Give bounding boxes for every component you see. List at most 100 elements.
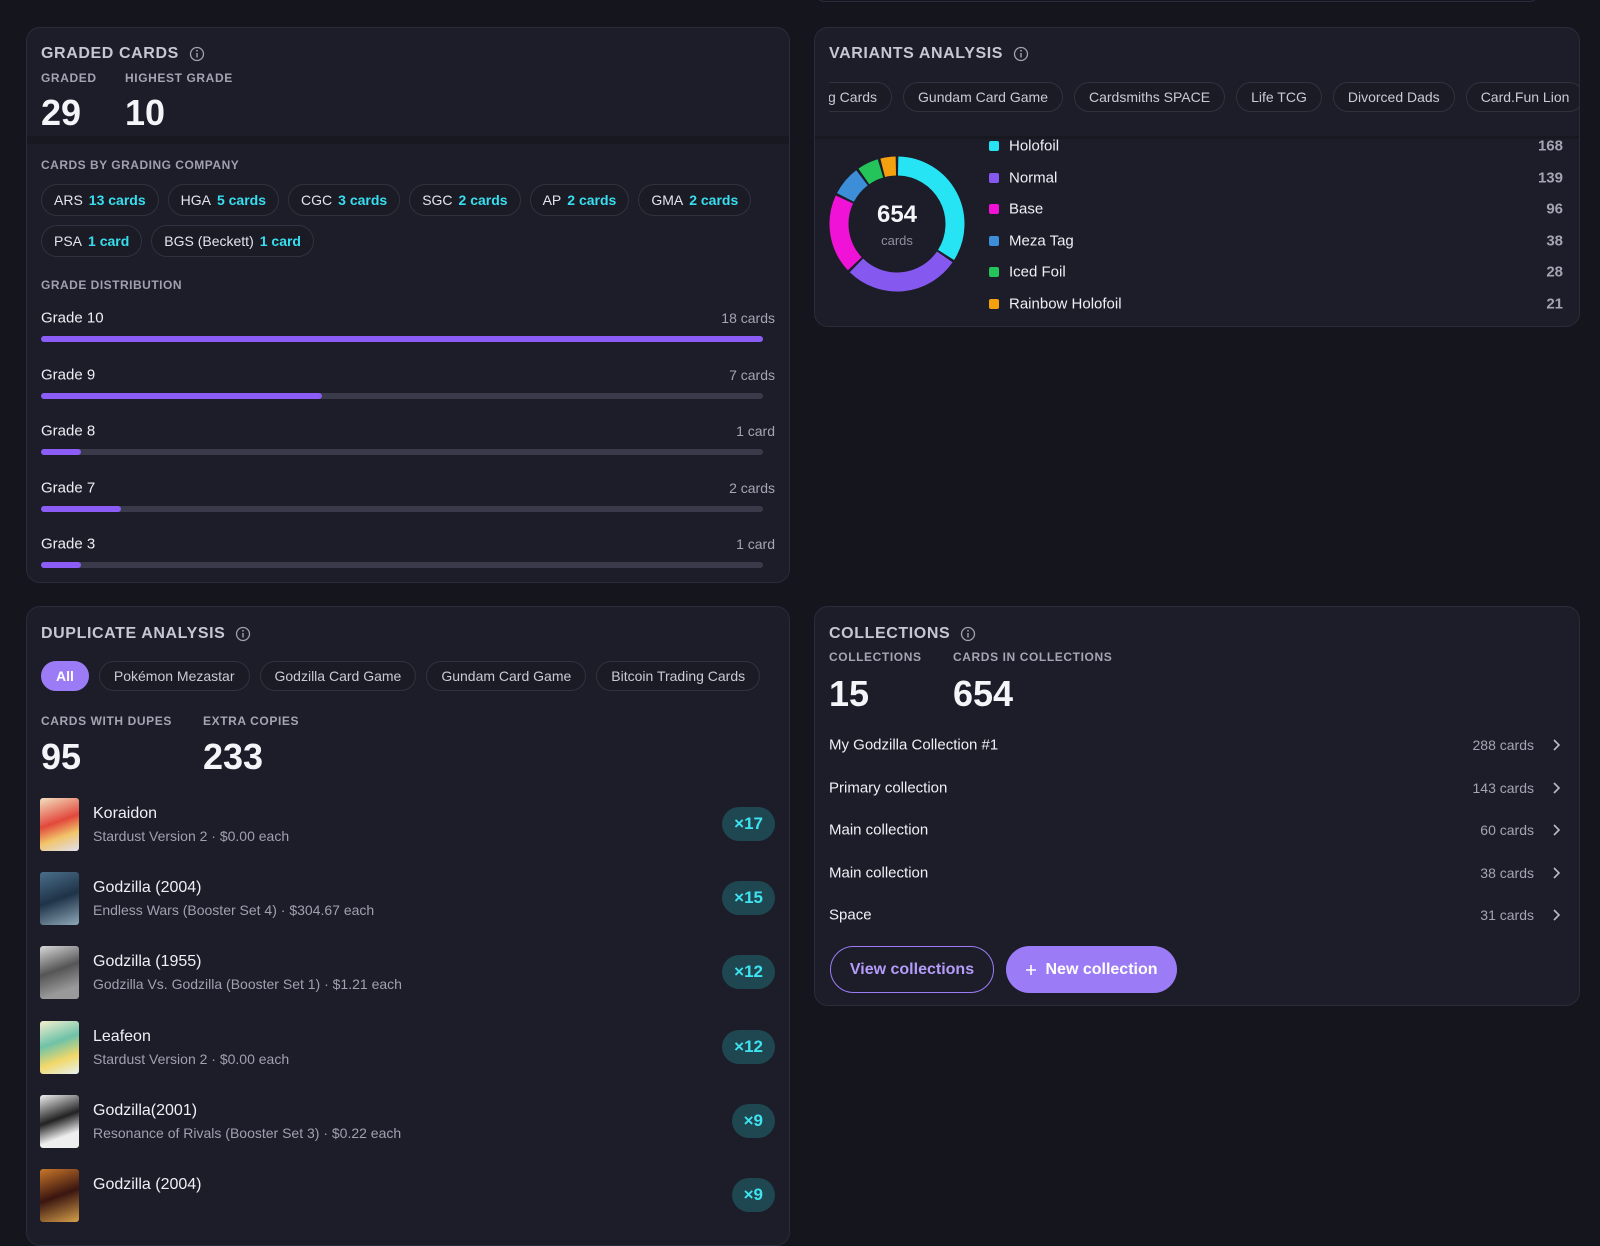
plus-icon xyxy=(1026,964,1037,975)
dashboard: { "graded_cards": { "title": "GRADED CAR… xyxy=(26,0,1580,1246)
chevron-path xyxy=(1553,866,1561,879)
company-name: PSA xyxy=(54,233,83,249)
duplicate-item[interactable]: Godzilla (2004) ×9 xyxy=(27,1169,789,1223)
grade-label: Grade 8 xyxy=(41,422,96,440)
grade-bar xyxy=(41,562,82,569)
donut-segment xyxy=(880,156,897,178)
company-chip[interactable]: BGS (Beckett) 1 card xyxy=(151,225,314,257)
grade-track xyxy=(41,392,763,399)
collection-name: Primary collection xyxy=(829,779,948,796)
duplicate-item[interactable]: Leafeon Stardust Version 2 · $0.00 each ×1… xyxy=(27,1020,789,1075)
company-count: 5 cards xyxy=(216,192,267,208)
collection-row[interactable]: Main collection 60 cards xyxy=(815,812,1579,848)
company-chip[interactable]: ARS 13 cards xyxy=(41,184,159,216)
duplicate-tab[interactable]: Pokémon Mezastar xyxy=(98,661,250,691)
legend-dot xyxy=(989,141,999,151)
card-thumbnail xyxy=(40,872,79,926)
variant-legend: Holofoil 168 Normal 139 Base 96 Meza Tag 38 Iced… xyxy=(815,139,1579,326)
variant-tab[interactable]: Card.Fun Lion xyxy=(1465,82,1579,112)
card-detail: Stardust Version 2 · $0.00 each xyxy=(93,1050,290,1067)
copies-badge: ×12 xyxy=(722,955,775,990)
copies-badge: ×9 xyxy=(731,1103,775,1138)
company-count: 2 cards xyxy=(567,192,617,208)
duplicate-item[interactable]: Godzilla (2004) Endless Wars (Booster Set… xyxy=(27,872,789,926)
card-name: Godzilla (2004) xyxy=(93,1176,202,1193)
donut-chart: 654 cards xyxy=(829,156,965,292)
copies-badge: ×12 xyxy=(722,1029,775,1064)
card-thumbnail xyxy=(40,946,79,1000)
company-count: 1 card xyxy=(88,233,130,249)
grade-count: 2 cards xyxy=(729,479,775,496)
grade-track xyxy=(41,336,763,342)
chevron xyxy=(1553,781,1561,794)
collection-count: 288 cards xyxy=(1472,737,1534,753)
button-label: New collection xyxy=(1045,960,1158,978)
variant-tabs: g Cards Gundam Card Game Cardsmiths SPACE L… xyxy=(829,82,1579,112)
info-icon xyxy=(236,626,251,642)
info-circle xyxy=(961,626,976,642)
panel-title: COLLECTIONS xyxy=(829,625,976,643)
grade-bar xyxy=(41,505,122,512)
company-chip[interactable]: AP 2 cards xyxy=(529,184,630,216)
variant-tab[interactable]: Cardsmiths SPACE xyxy=(1073,82,1226,112)
variant-tab[interactable]: Divorced Dads xyxy=(1332,82,1455,112)
stat-label: HIGHEST GRADE xyxy=(125,71,233,85)
plus-path xyxy=(1026,964,1037,975)
chevron xyxy=(1553,866,1561,879)
panel-title-text: GRADED CARDS xyxy=(41,45,179,62)
variant-tab[interactable]: Gundam Card Game xyxy=(903,82,1063,112)
company-chip[interactable]: HGA 5 cards xyxy=(167,184,280,216)
new-collection-button[interactable]: New collection xyxy=(1006,946,1177,993)
card-detail: Godzilla Vs. Godzilla (Booster Set 1) · … xyxy=(93,976,402,993)
variants-panel: VARIANTS ANALYSIS g Cards Gundam Card Game… xyxy=(814,27,1580,327)
card-name: Godzilla(2001) xyxy=(93,1101,198,1119)
collection-name: Space xyxy=(829,906,872,924)
legend-count: 139 xyxy=(1537,169,1563,186)
company-chip[interactable]: CGC 3 cards xyxy=(288,184,401,216)
company-chip[interactable]: PSA 1 card xyxy=(41,225,143,257)
card-name: Godzilla (2004) xyxy=(93,879,202,897)
donut-unit: cards xyxy=(881,233,913,248)
donut-segment xyxy=(897,156,965,261)
chevron xyxy=(1553,824,1561,836)
stat-label: GRADED xyxy=(41,71,97,85)
company-chip[interactable]: SGC 2 cards xyxy=(409,184,521,216)
duplicate-tab[interactable]: Godzilla Card Game xyxy=(259,661,417,691)
duplicate-item[interactable]: Koraidon Stardust Version 2 · $0.00 each ×… xyxy=(27,798,789,852)
company-name: HGA xyxy=(180,192,211,208)
chevron xyxy=(1553,909,1561,921)
collection-row[interactable]: My Godzilla Collection #1 288 cards xyxy=(815,727,1579,763)
variant-tab[interactable]: g Cards xyxy=(829,82,893,112)
grade-bar xyxy=(41,336,763,342)
duplicate-item[interactable]: Godzilla(2001) Resonance of Rivals (Boost… xyxy=(27,1094,789,1149)
company-count: 1 card xyxy=(259,233,301,249)
card-thumbnail xyxy=(40,1020,79,1074)
grade-label: Grade 9 xyxy=(41,366,96,384)
collection-row[interactable]: Space 31 cards xyxy=(815,897,1579,933)
variant-tab[interactable]: Life TCG xyxy=(1236,82,1322,112)
donut-segment xyxy=(858,159,884,185)
card-name: Leafeon xyxy=(93,1027,151,1045)
company-chip[interactable]: GMA 2 cards xyxy=(638,184,752,216)
info-dot xyxy=(967,629,970,632)
collection-count: 143 cards xyxy=(1472,779,1534,796)
chevron-path xyxy=(1553,781,1561,794)
duplicate-tab[interactable]: All xyxy=(41,661,89,691)
info-icon xyxy=(1013,46,1029,62)
button-label: View collections xyxy=(849,960,975,978)
collection-row[interactable]: Main collection 38 cards xyxy=(815,855,1579,891)
card-thumbnail xyxy=(40,1094,79,1148)
stat-value: 95 xyxy=(41,736,82,777)
duplicate-item[interactable]: Godzilla (1955) Godzilla Vs. Godzilla (Bo… xyxy=(27,946,789,1000)
stat-label: CARDS IN COLLECTIONS xyxy=(953,650,1113,664)
legend-count: 21 xyxy=(1546,295,1563,312)
stat-label: COLLECTIONS xyxy=(829,650,922,664)
collections-panel: COLLECTIONS COLLECTIONS 15 CARDS IN COLLECT… xyxy=(814,606,1580,1006)
view-collections-button[interactable]: View collections xyxy=(830,946,994,993)
stat-label: CARDS WITH DUPES xyxy=(41,714,172,728)
duplicate-tab[interactable]: Bitcoin Trading Cards xyxy=(596,661,761,691)
collection-row[interactable]: Primary collection 143 cards xyxy=(815,770,1579,806)
copies-badge: ×17 xyxy=(722,807,775,841)
duplicate-tab[interactable]: Gundam Card Game xyxy=(426,661,587,691)
company-chips: ARS 13 cards HGA 5 cards CGC 3 cards SGC 2 card… xyxy=(41,184,761,257)
